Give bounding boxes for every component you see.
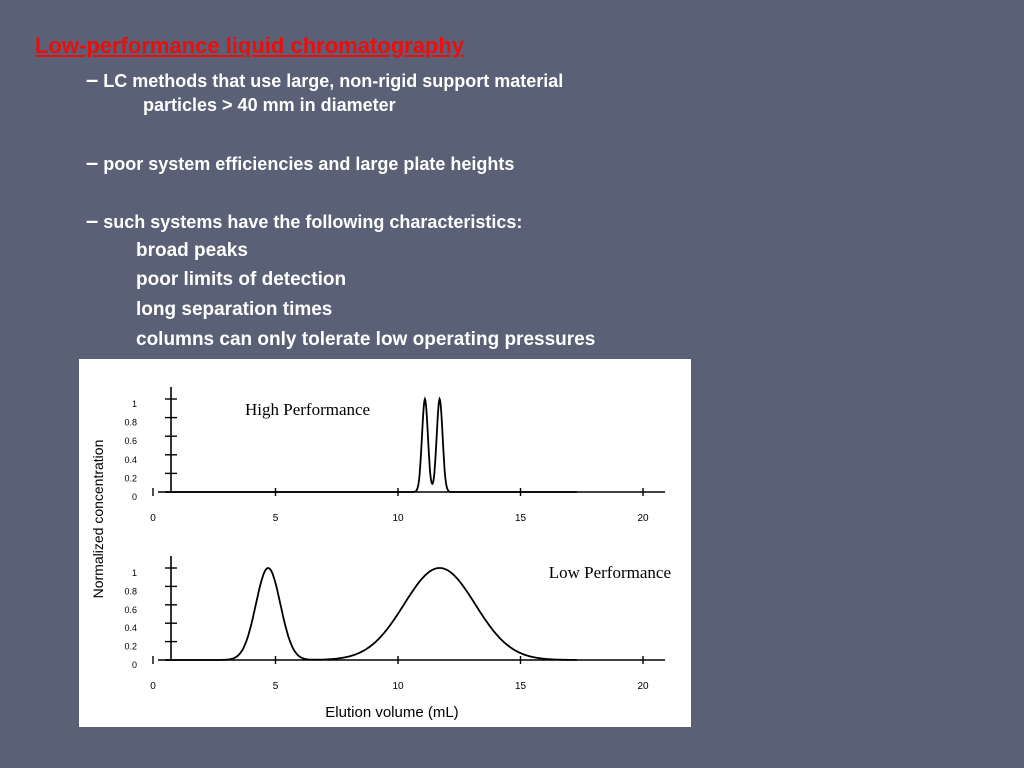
x-tick-label: 10: [392, 681, 404, 692]
bullet-text: LC methods that use large, non-rigid sup…: [103, 71, 564, 91]
x-tick-label: 15: [515, 513, 527, 524]
chart-title: Low Performance: [549, 563, 671, 582]
x-tick-label: 10: [392, 513, 404, 524]
bullet-line-4: – such systems have the following charac…: [86, 208, 522, 234]
y-tick-label: 0.6: [124, 436, 137, 446]
x-tick-label: 5: [273, 681, 279, 692]
y-tick-label: 0.4: [124, 455, 137, 465]
bullet-dash: –: [86, 208, 99, 233]
characteristic-item: long separation times: [136, 299, 333, 320]
characteristic-item: broad peaks: [136, 240, 248, 261]
series-line: [165, 567, 577, 661]
y-tick-label: 1: [132, 399, 137, 409]
x-tick-label: 20: [637, 513, 649, 524]
slide-title: Low-performance liquid chromatography: [35, 33, 465, 58]
characteristic-item: columns can only tolerate low operating …: [136, 329, 596, 350]
y-tick-label: 0: [132, 492, 137, 502]
x-tick-label: 20: [637, 681, 649, 692]
bullet-line-2: particles > 40 mm in diameter: [143, 95, 396, 116]
bullet-text: such systems have the following characte…: [103, 212, 523, 232]
bullet-line-1: – LC methods that use large, non-rigid s…: [86, 67, 563, 93]
y-tick-label: 0.6: [124, 605, 137, 615]
bullet-text: poor system efficiencies and large plate…: [103, 154, 515, 174]
chromatogram-figure: 0 5 10 15 20 0 0.2 0.4 0.6 0.8 1 High Performance 0 5…: [79, 359, 691, 727]
bullet-dash: –: [86, 150, 99, 175]
bullet-dash: –: [86, 67, 99, 92]
x-axis-title: Elution volume (mL): [325, 704, 458, 721]
bullet-line-3: – poor system efficiencies and large pla…: [86, 150, 514, 176]
series-line: [165, 396, 577, 493]
x-tick-label: 5: [273, 513, 279, 524]
y-tick-label: 0.2: [124, 642, 137, 652]
y-tick-label: 0.4: [124, 623, 137, 633]
characteristic-item: poor limits of detection: [136, 269, 347, 290]
x-tick-label: 15: [515, 681, 527, 692]
bullet-text: particles > 40 mm in diameter: [143, 95, 396, 115]
y-tick-label: 0: [132, 660, 137, 670]
y-tick-label: 0.8: [124, 586, 137, 596]
y-tick-label: 1: [132, 568, 137, 578]
y-axis-title: Normalized concentration: [90, 440, 106, 599]
chart-title: High Performance: [245, 400, 370, 419]
x-tick-label: 0: [150, 513, 156, 524]
y-tick-label: 0.2: [124, 473, 137, 483]
x-tick-label: 0: [150, 681, 156, 692]
y-tick-label: 0.8: [124, 418, 137, 428]
